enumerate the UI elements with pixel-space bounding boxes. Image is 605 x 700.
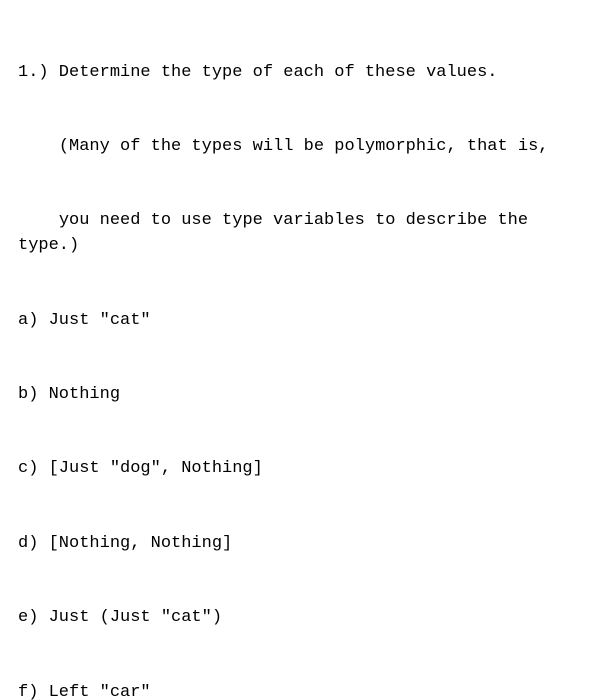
text-line: b) Nothing: [18, 383, 587, 408]
text-line: f) Left "car": [18, 681, 587, 700]
text-line: (Many of the types will be polymorphic, …: [18, 135, 587, 160]
text-line: d) [Nothing, Nothing]: [18, 532, 587, 557]
text-line: c) [Just "dog", Nothing]: [18, 457, 587, 482]
text-line: a) Just "cat": [18, 309, 587, 334]
text-line: e) Just (Just "cat"): [18, 606, 587, 631]
exercise-document: 1.) Determine the type of each of these …: [0, 0, 605, 700]
text-line: you need to use type variables to descri…: [18, 209, 587, 259]
text-line: 1.) Determine the type of each of these …: [18, 61, 587, 86]
